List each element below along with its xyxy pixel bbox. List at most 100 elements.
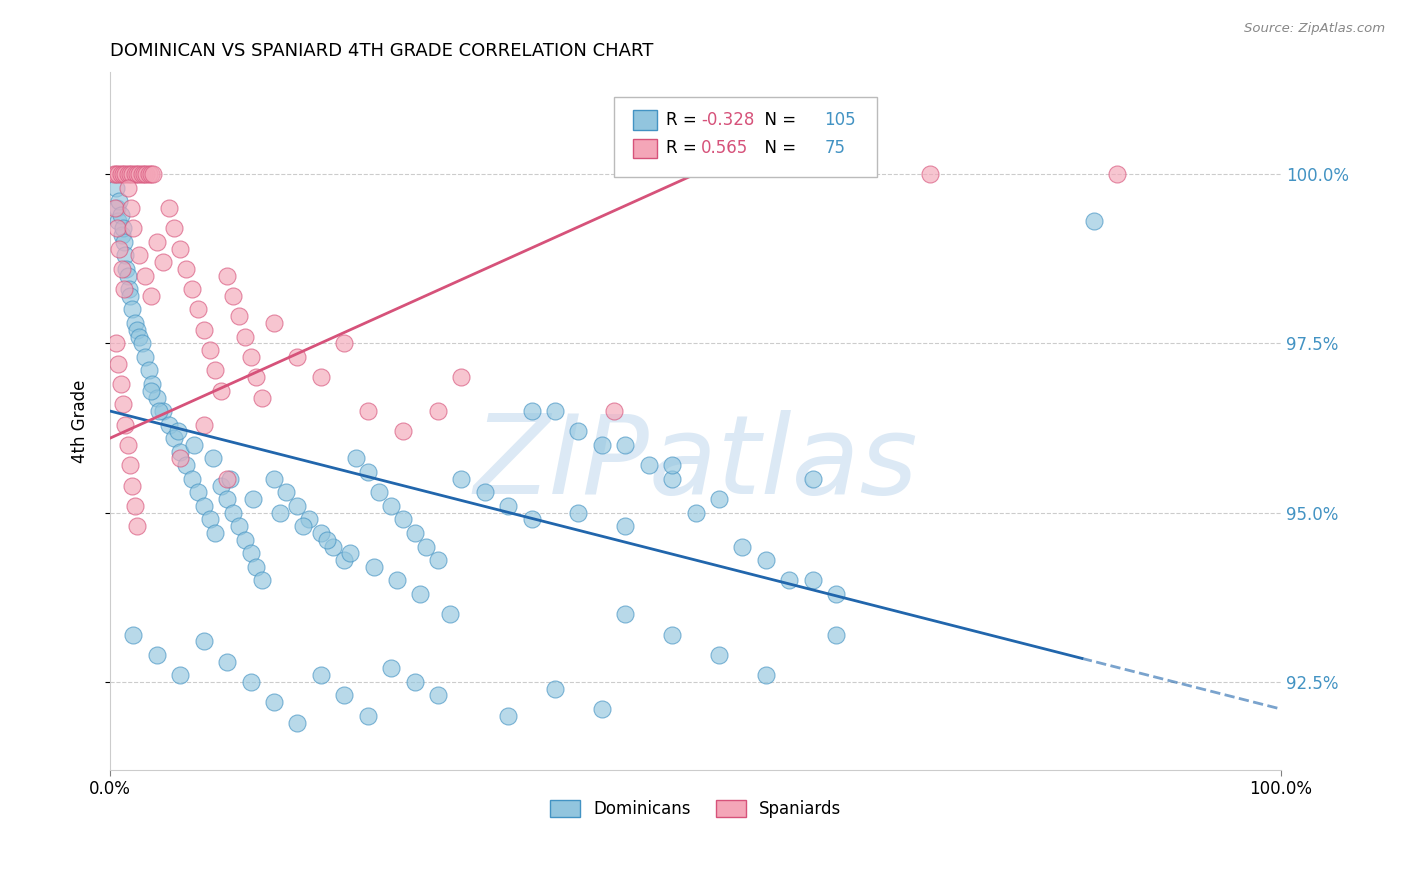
Point xyxy=(450,472,472,486)
Point xyxy=(614,519,637,533)
Point xyxy=(152,404,174,418)
Point xyxy=(193,499,215,513)
Point xyxy=(239,675,262,690)
Point xyxy=(118,167,141,181)
Point xyxy=(755,668,778,682)
Point xyxy=(118,458,141,473)
Point xyxy=(146,235,169,249)
Point xyxy=(287,350,309,364)
Point xyxy=(287,715,309,730)
Point xyxy=(391,512,413,526)
Text: R =: R = xyxy=(666,139,707,158)
Point xyxy=(801,574,824,588)
Point xyxy=(309,370,332,384)
Point xyxy=(333,553,356,567)
Point xyxy=(134,268,156,283)
Point xyxy=(122,627,145,641)
Point xyxy=(415,540,437,554)
Point xyxy=(404,675,426,690)
Point xyxy=(181,472,204,486)
Point xyxy=(222,289,245,303)
Y-axis label: 4th Grade: 4th Grade xyxy=(72,379,89,463)
Point xyxy=(637,458,659,473)
Point xyxy=(228,310,250,324)
Point xyxy=(263,472,285,486)
Point xyxy=(245,559,267,574)
Point xyxy=(520,404,543,418)
Point xyxy=(104,167,127,181)
Point xyxy=(118,289,141,303)
Point xyxy=(128,329,150,343)
Point xyxy=(544,404,567,418)
Point xyxy=(181,282,204,296)
Point xyxy=(242,492,264,507)
Point xyxy=(121,167,143,181)
Point xyxy=(114,167,136,181)
Point xyxy=(778,574,800,588)
Point xyxy=(591,438,613,452)
Point xyxy=(141,376,163,391)
Point xyxy=(103,167,125,181)
Point xyxy=(193,417,215,432)
Text: N =: N = xyxy=(754,111,801,128)
Point xyxy=(755,553,778,567)
Point xyxy=(218,472,240,486)
Text: -0.328: -0.328 xyxy=(702,111,755,128)
Point xyxy=(474,485,496,500)
Point xyxy=(107,167,129,181)
Point xyxy=(252,391,274,405)
Point xyxy=(252,574,274,588)
Point xyxy=(107,357,129,371)
Point xyxy=(1105,167,1128,181)
Point xyxy=(110,208,132,222)
Point xyxy=(661,627,683,641)
Point xyxy=(661,458,683,473)
Point xyxy=(122,221,145,235)
Point xyxy=(602,404,624,418)
Text: R =: R = xyxy=(666,111,702,128)
Point xyxy=(263,316,285,330)
Text: 105: 105 xyxy=(824,111,856,128)
Point xyxy=(110,167,132,181)
Point xyxy=(217,268,239,283)
Point xyxy=(391,425,413,439)
Point xyxy=(380,499,402,513)
Point xyxy=(104,180,127,194)
Point xyxy=(146,391,169,405)
Point xyxy=(496,499,519,513)
Point xyxy=(193,323,215,337)
Text: N =: N = xyxy=(754,139,801,158)
Point xyxy=(167,425,190,439)
Point xyxy=(426,553,449,567)
Point xyxy=(157,201,180,215)
Point xyxy=(183,438,205,452)
Legend: Dominicans, Spaniards: Dominicans, Spaniards xyxy=(543,793,848,824)
Point xyxy=(202,451,225,466)
Point xyxy=(801,472,824,486)
Point xyxy=(409,587,432,601)
Point xyxy=(117,268,139,283)
Point xyxy=(139,289,162,303)
Point xyxy=(117,167,139,181)
Point xyxy=(138,363,160,377)
Point xyxy=(163,431,186,445)
Point xyxy=(731,540,754,554)
Point xyxy=(110,376,132,391)
Point xyxy=(187,302,209,317)
Point xyxy=(1083,214,1105,228)
Point xyxy=(233,533,256,547)
Point xyxy=(115,261,138,276)
Point xyxy=(174,458,197,473)
Point xyxy=(121,302,143,317)
Point xyxy=(217,472,239,486)
Point xyxy=(193,634,215,648)
Point xyxy=(112,235,135,249)
Point xyxy=(107,214,129,228)
Point xyxy=(135,167,157,181)
Point xyxy=(157,417,180,432)
Point xyxy=(309,525,332,540)
Point xyxy=(309,668,332,682)
Point xyxy=(544,681,567,696)
Point xyxy=(344,451,367,466)
Point xyxy=(439,607,461,622)
